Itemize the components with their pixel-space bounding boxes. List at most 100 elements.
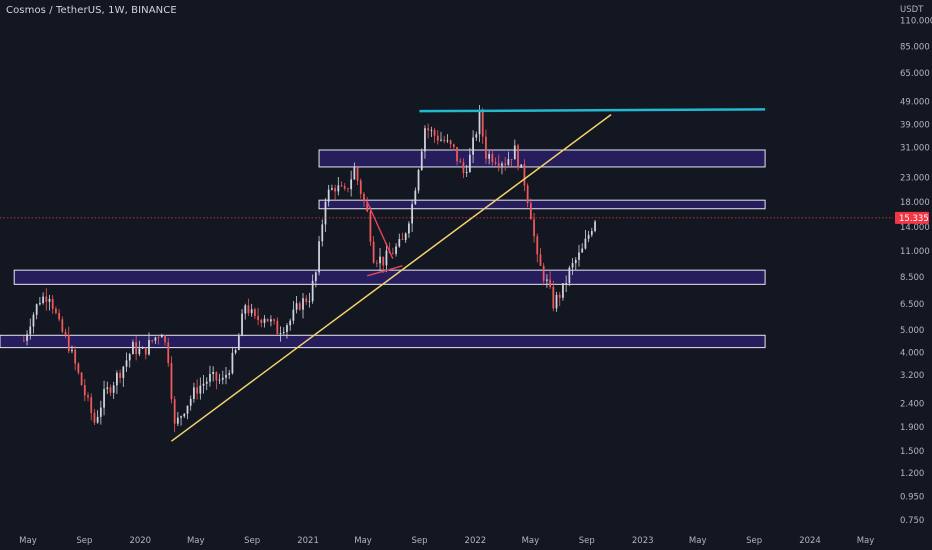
candle-down [247, 305, 250, 314]
candle-down [67, 335, 70, 352]
candle-up [488, 153, 491, 159]
candle-up [112, 385, 115, 393]
candle-up [411, 204, 414, 224]
candle-up [148, 339, 150, 355]
candle-up [231, 352, 234, 374]
candle-down [491, 153, 494, 163]
x-tick-label: Sep [746, 536, 762, 546]
candle-down [542, 265, 545, 281]
candle-up [106, 387, 109, 390]
candle-up [160, 335, 163, 338]
candle-up [154, 337, 157, 341]
y-tick-label: 85.000 [900, 42, 930, 52]
candle-up [318, 241, 320, 273]
candle-up [546, 279, 548, 281]
candle-down [366, 201, 369, 212]
x-axis: May Sep 2020 May Sep 2021 May Sep 2022 May Sep 2023… [19, 536, 874, 546]
candle-up [501, 163, 503, 166]
candle-up [42, 296, 44, 304]
candle-up [286, 325, 288, 332]
y-tick-label: 4.000 [900, 349, 924, 359]
candle-up [29, 326, 32, 335]
candle-down [462, 162, 465, 174]
candle-down [157, 337, 160, 339]
candle-up [209, 374, 211, 382]
trendline-support [171, 114, 612, 442]
candle-up [96, 416, 99, 423]
candle-up [430, 130, 433, 131]
x-tick-label: Sep [76, 536, 92, 546]
candle-up [475, 134, 478, 138]
x-tick-label: May [689, 536, 707, 546]
candle-up [337, 185, 340, 192]
drawings-layer [0, 108, 893, 442]
candle-up [581, 248, 584, 253]
candle-down [58, 312, 61, 320]
candle-up [289, 320, 292, 326]
candle-up [565, 282, 568, 284]
candle-up [587, 234, 590, 239]
candle-up [331, 188, 333, 190]
y-tick-label: 18.000 [900, 198, 930, 208]
candle-up [353, 167, 356, 180]
candles-layer [22, 105, 596, 433]
candle-down [382, 256, 385, 266]
y-tick-label: 1.500 [900, 447, 924, 457]
candle-up [250, 309, 253, 314]
candle-down [517, 145, 519, 168]
candle-down [359, 180, 362, 194]
candle-up [244, 305, 247, 314]
candle-up [424, 128, 426, 152]
candle-down [196, 387, 199, 394]
y-tick-label: 14.000 [900, 223, 930, 233]
candle-down [109, 387, 112, 393]
candle-up [414, 190, 417, 205]
candle-down [433, 130, 436, 136]
candle-up [321, 224, 324, 242]
candle-up [234, 350, 237, 353]
candle-up [472, 137, 474, 155]
x-tick-label: Sep [244, 536, 260, 546]
y-axis: USDT 110.000 85.000 65.000 49.000 39.000 31.00… [900, 5, 932, 526]
candle-down [93, 412, 96, 423]
candle-up [350, 179, 353, 190]
candle-down [343, 186, 346, 189]
y-tick-label: 3.200 [900, 371, 924, 381]
candle-up [103, 389, 105, 408]
zone-box-1 [318, 149, 766, 168]
zones-layer [0, 149, 766, 349]
candle-down [276, 320, 279, 335]
candle-down [481, 111, 484, 137]
candle-up [420, 151, 423, 170]
candle-up [221, 377, 224, 380]
candle-up [324, 201, 327, 225]
candle-down [257, 315, 259, 320]
candle-down [298, 303, 301, 310]
candle-down [77, 363, 80, 373]
candle-up [48, 298, 51, 302]
candle-up [35, 304, 38, 315]
last-price-tag [895, 211, 929, 224]
y-tick-label: 0.950 [900, 493, 924, 503]
candle-down [449, 140, 452, 145]
x-tick-label: May [187, 536, 205, 546]
candle-up [71, 349, 73, 352]
candle-up [186, 405, 189, 414]
x-tick-label: 2020 [129, 536, 151, 546]
candle-up [327, 189, 330, 202]
y-tick-label: 0.750 [900, 516, 924, 526]
candle-down [83, 385, 86, 396]
candle-up [417, 169, 420, 191]
candle-up [189, 398, 192, 406]
zone-box-4 [0, 334, 766, 349]
candle-down [549, 279, 551, 287]
y-tick-label: 2.400 [900, 400, 924, 410]
candle-up [379, 256, 381, 264]
candle-up [404, 233, 407, 240]
y-tick-label: 6.500 [900, 300, 924, 310]
candle-down [215, 371, 218, 381]
candle-down [74, 349, 77, 364]
candle-down [167, 342, 170, 364]
candle-down [427, 128, 430, 131]
